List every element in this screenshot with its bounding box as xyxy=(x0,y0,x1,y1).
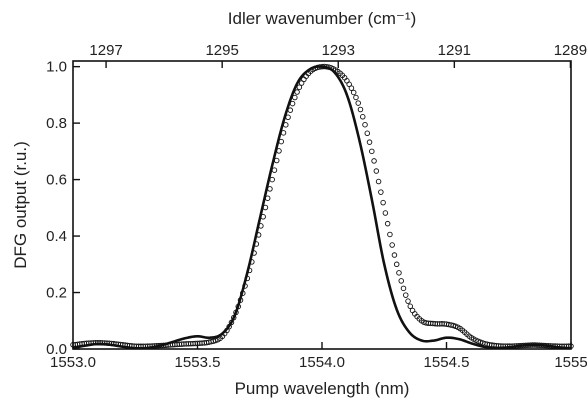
bottom-axis-ticks: 1553.0 1553.5 1554.0 1554.5 1555 xyxy=(50,342,587,371)
data-point xyxy=(326,64,332,70)
top-tick-label: 1295 xyxy=(205,42,238,59)
data-point xyxy=(258,223,264,229)
data-point xyxy=(271,167,278,173)
data-point xyxy=(294,89,300,95)
data-point xyxy=(242,283,248,289)
data-point xyxy=(380,199,386,206)
data-point xyxy=(235,303,241,310)
data-point xyxy=(346,81,352,88)
data-point xyxy=(228,319,235,326)
data-point xyxy=(237,297,244,303)
left-axis-ticks: 0.0 0.2 0.4 0.6 0.8 1.0 xyxy=(46,59,80,358)
data-point xyxy=(364,130,371,137)
data-point xyxy=(283,122,289,128)
data-point xyxy=(244,275,251,282)
data-point xyxy=(360,114,366,120)
series-line-0 xyxy=(72,65,572,350)
data-point xyxy=(387,231,393,238)
data-point xyxy=(393,261,400,268)
data-point xyxy=(398,278,404,284)
data-point xyxy=(366,139,373,145)
y-tick-label: 0.4 xyxy=(46,228,67,245)
data-point xyxy=(450,322,457,329)
top-axis-ticks: 1297 1295 1293 1291 1289 xyxy=(89,42,587,68)
data-point xyxy=(407,303,414,310)
data-point xyxy=(565,343,572,349)
top-axis-title: Idler wavenumber (cm⁻¹) xyxy=(228,9,416,28)
x-tick-label: 1553.5 xyxy=(175,354,221,371)
data-point xyxy=(378,189,384,195)
x-tick-label: 1555 xyxy=(554,354,587,371)
data-point xyxy=(249,259,255,265)
data-point xyxy=(375,178,382,185)
x-tick-label: 1554.5 xyxy=(424,354,470,371)
data-point xyxy=(405,298,411,304)
data-point xyxy=(233,309,239,316)
y-tick-label: 0.8 xyxy=(46,115,67,132)
data-point xyxy=(255,232,262,238)
series-layer xyxy=(70,63,574,350)
data-point xyxy=(384,220,391,227)
data-point xyxy=(226,323,232,330)
top-tick-label: 1293 xyxy=(322,42,355,59)
data-point xyxy=(230,314,237,321)
top-tick-label: 1297 xyxy=(89,42,122,59)
data-point xyxy=(273,157,280,164)
data-point xyxy=(391,252,398,258)
y-tick-label: 0.0 xyxy=(46,341,67,358)
top-tick-label: 1291 xyxy=(438,42,471,59)
data-point xyxy=(278,138,285,145)
data-point xyxy=(287,107,294,113)
data-point xyxy=(262,204,269,211)
data-point xyxy=(396,270,402,276)
data-point xyxy=(382,210,389,216)
data-point xyxy=(389,242,395,248)
data-point xyxy=(280,130,287,136)
data-point xyxy=(292,94,298,101)
data-point xyxy=(246,267,253,274)
y-tick-label: 1.0 xyxy=(46,59,67,76)
data-point xyxy=(568,343,574,349)
data-point xyxy=(371,158,377,164)
data-point xyxy=(350,89,357,96)
y-tick-label: 0.6 xyxy=(46,172,67,189)
x-tick-label: 1554.0 xyxy=(299,354,345,371)
data-point xyxy=(296,84,303,90)
data-point xyxy=(355,100,361,106)
data-point xyxy=(403,292,409,298)
y-axis-title: DFG output (r.u.) xyxy=(11,141,30,269)
data-point xyxy=(240,290,246,296)
data-point xyxy=(285,114,291,121)
data-point xyxy=(276,148,282,154)
top-tick-label: 1289 xyxy=(554,42,587,59)
x-axis-title: Pump wavelength (nm) xyxy=(235,379,410,398)
data-point xyxy=(269,176,275,183)
data-point xyxy=(267,186,273,192)
data-point xyxy=(353,94,359,101)
series-points-1 xyxy=(70,63,574,350)
data-point xyxy=(400,285,407,292)
data-point xyxy=(289,100,296,107)
plot-frame xyxy=(72,60,572,350)
data-point xyxy=(348,85,355,91)
data-point xyxy=(373,168,380,174)
data-point xyxy=(251,250,257,256)
data-point xyxy=(253,241,260,247)
y-tick-label: 0.2 xyxy=(46,285,67,302)
data-point xyxy=(264,195,271,201)
data-point xyxy=(362,121,368,128)
data-point xyxy=(369,148,375,155)
x-tick-label: 1553.0 xyxy=(50,354,96,371)
data-point xyxy=(260,213,266,220)
data-point xyxy=(357,106,364,113)
